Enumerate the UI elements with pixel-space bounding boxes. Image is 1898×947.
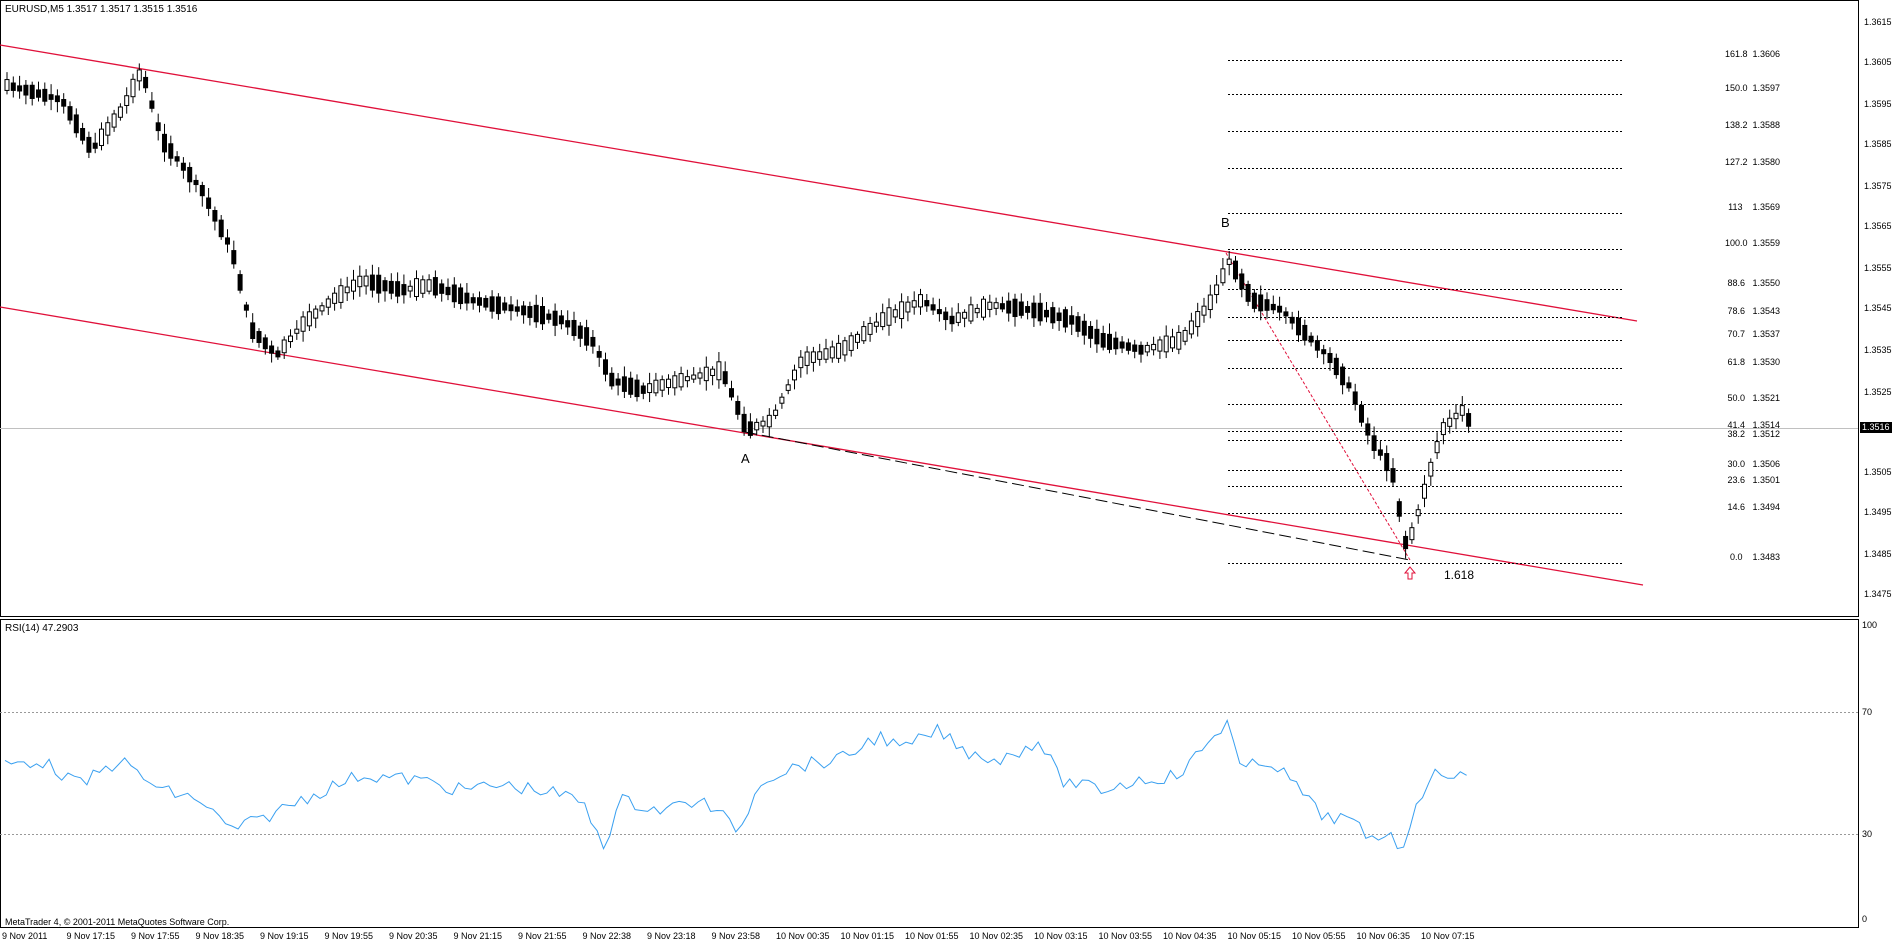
fib-level-label: 150.0 1.3597 xyxy=(1724,83,1780,93)
fib-level-label: 78.6 1.3543 xyxy=(1727,306,1780,316)
rsi-axis-30: 30 xyxy=(1862,829,1873,839)
time-axis-label: 9 Nov 17:15 xyxy=(66,931,116,941)
rsi-title: RSI(14) 47.2903 xyxy=(5,623,79,634)
price-axis-label: 1.3545 xyxy=(1864,303,1892,313)
price-axis-label: 1.3565 xyxy=(1864,221,1892,231)
point-b-label: B xyxy=(1221,215,1230,230)
time-axis: 9 Nov 2011 9 Nov 17:15 9 Nov 17:55 9 Nov 18… xyxy=(0,928,1860,947)
fib-level-label: 100.0 1.3559 xyxy=(1724,238,1780,248)
copyright-text: MetaTrader 4, © 2001-2011 MetaQuotes Sof… xyxy=(5,917,230,927)
price-axis-label: 1.3485 xyxy=(1864,549,1892,559)
fib-level-label: 138.2 1.3588 xyxy=(1724,120,1780,130)
rsi-axis-70: 70 xyxy=(1862,707,1873,717)
time-axis-label: 10 Nov 03:55 xyxy=(1098,931,1153,941)
rsi-axis-100: 100 xyxy=(1862,620,1878,630)
fibonacci-levels[interactable] xyxy=(1228,60,1622,564)
time-axis-label: 10 Nov 00:35 xyxy=(776,931,830,941)
time-axis-label: 9 Nov 22:38 xyxy=(582,931,632,941)
price-axis-label: 1.3595 xyxy=(1864,99,1892,109)
time-axis-label: 10 Nov 05:15 xyxy=(1227,931,1282,941)
extension-label: 1.618 xyxy=(1444,568,1475,582)
rsi-line xyxy=(4,719,1467,850)
time-axis-label: 9 Nov 2011 xyxy=(2,931,48,941)
fib-level-label: 113 1.3569 xyxy=(1728,202,1780,212)
time-axis-label: 9 Nov 18:35 xyxy=(195,931,245,941)
time-axis-label: 10 Nov 06:35 xyxy=(1356,931,1411,941)
current-price-tag: 1.3516 xyxy=(1860,422,1892,433)
time-axis-label: 9 Nov 17:55 xyxy=(131,931,180,941)
fib-level-label: 14.6 1.3494 xyxy=(1727,502,1780,512)
fib-level-label: 38.2 1.3512 xyxy=(1727,429,1780,439)
symbol-title: EURUSD,M5 1.3517 1.3517 1.3515 1.3516 xyxy=(5,4,198,15)
candlesticks xyxy=(4,63,1472,559)
channel-upper-line[interactable] xyxy=(0,44,1638,322)
fib-level-label: 61.8 1.3530 xyxy=(1727,357,1780,367)
time-axis-label: 10 Nov 02:35 xyxy=(969,931,1024,941)
time-axis-label: 9 Nov 19:55 xyxy=(324,931,374,941)
price-axis-label: 1.3525 xyxy=(1864,387,1892,397)
price-axis-label: 1.3575 xyxy=(1864,181,1892,191)
fib-level-label: 0.0 1.3483 xyxy=(1729,552,1780,562)
price-axis-label: 1.3615 xyxy=(1864,17,1892,27)
time-axis-label: 10 Nov 05:55 xyxy=(1292,931,1346,941)
price-axis-label: 1.3555 xyxy=(1864,263,1892,273)
price-axis-label: 1.3475 xyxy=(1864,589,1892,599)
fib-level-label: 50.0 1.3521 xyxy=(1727,393,1780,403)
fib-level-label: 161.8 1.3606 xyxy=(1724,49,1780,59)
price-axis-label: 1.3605 xyxy=(1864,57,1892,67)
time-axis-label: 10 Nov 01:15 xyxy=(840,931,895,941)
time-axis-label: 10 Nov 03:15 xyxy=(1034,931,1088,941)
time-axis-label: 9 Nov 21:55 xyxy=(518,931,567,941)
time-axis-label: 9 Nov 23:18 xyxy=(647,931,696,941)
price-axis-label: 1.3585 xyxy=(1864,139,1892,149)
time-axis-label: 10 Nov 01:55 xyxy=(905,931,959,941)
fib-level-label: 70.7 1.3537 xyxy=(1727,329,1780,339)
price-axis-label: 1.3505 xyxy=(1864,467,1892,477)
time-axis-label: 10 Nov 07:15 xyxy=(1421,931,1475,941)
fib-level-label: 88.6 1.3550 xyxy=(1727,278,1780,288)
price-axis-label: 1.3535 xyxy=(1864,345,1892,355)
time-axis-label: 10 Nov 04:35 xyxy=(1163,931,1217,941)
price-panel-border xyxy=(0,0,1859,617)
fib-level-label: 30.0 1.3506 xyxy=(1727,459,1780,469)
rsi-axis-0: 0 xyxy=(1862,914,1868,924)
ab-extension-line[interactable] xyxy=(744,431,1411,561)
up-arrow-icon xyxy=(1403,566,1417,580)
time-axis-label: 9 Nov 19:15 xyxy=(260,931,309,941)
channel-lower-line[interactable] xyxy=(0,306,1644,586)
time-axis-label: 9 Nov 20:35 xyxy=(389,931,438,941)
fib-level-label: 127.2 1.3580 xyxy=(1724,157,1780,167)
fib-level-label: 23.6 1.3501 xyxy=(1727,475,1780,485)
fib-level-label: 41.4 1.3514 xyxy=(1727,420,1780,430)
point-a-label: A xyxy=(741,451,750,466)
time-axis-label: 9 Nov 23:58 xyxy=(711,931,761,941)
time-axis-label: 9 Nov 21:15 xyxy=(453,931,503,941)
rsi-panel-border xyxy=(0,619,1859,928)
price-axis-label: 1.3495 xyxy=(1864,507,1892,517)
